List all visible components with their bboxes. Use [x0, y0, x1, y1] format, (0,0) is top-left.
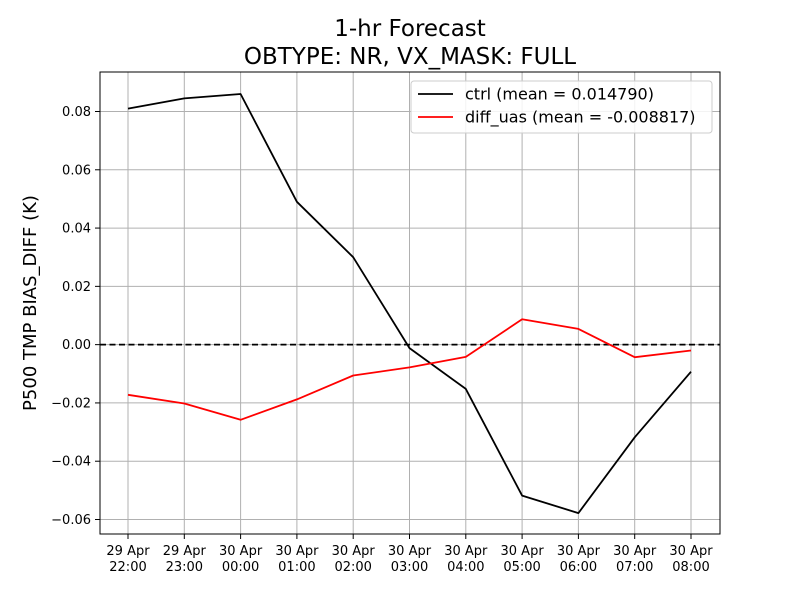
x-tick-label-time: 22:00: [109, 560, 146, 575]
legend: ctrl (mean = 0.014790) diff_uas (mean = -…: [410, 80, 713, 134]
y-tick-label: 0.04: [62, 222, 91, 237]
x-tick-label-time: 04:00: [447, 560, 484, 575]
x-tick-label-date: 30 Apr: [557, 544, 601, 559]
x-tick-label-time: 01:00: [278, 560, 315, 575]
x-tick-label-time: 02:00: [334, 560, 371, 575]
x-tick-label-date: 30 Apr: [501, 544, 545, 559]
x-tick-label-date: 30 Apr: [219, 544, 263, 559]
x-tick-label-date: 30 Apr: [275, 544, 319, 559]
chart-title: 1-hr Forecast: [334, 16, 486, 42]
legend-label: diff_uas (mean = -0.008817): [465, 108, 696, 128]
series-group: [127, 93, 692, 514]
x-tick-label-time: 06:00: [560, 560, 597, 575]
y-tick-label: 0.02: [62, 280, 91, 295]
y-tick-label: −0.04: [51, 455, 91, 470]
x-tick-label-time: 03:00: [391, 560, 428, 575]
y-tick-label: 0.00: [62, 338, 91, 353]
x-tick-label-date: 30 Apr: [613, 544, 657, 559]
x-tick-label-date: 30 Apr: [332, 544, 376, 559]
x-tick-label-time: 05:00: [503, 560, 540, 575]
grid: [100, 72, 720, 534]
chart-subtitle: OBTYPE: NR, VX_MASK: FULL: [244, 44, 576, 70]
x-tick-label-time: 23:00: [166, 560, 203, 575]
y-axis-label: P500 TMP BIAS_DIFF (K): [20, 195, 41, 411]
x-tick-label-date: 29 Apr: [163, 544, 207, 559]
x-tick-label-date: 30 Apr: [669, 544, 713, 559]
x-tick-label-time: 08:00: [672, 560, 709, 575]
y-tick-label: −0.06: [51, 513, 91, 528]
x-tick-label-time: 07:00: [616, 560, 653, 575]
y-tick-label: −0.02: [51, 396, 91, 411]
legend-box: [410, 80, 713, 134]
x-tick-label-date: 30 Apr: [444, 544, 488, 559]
x-tick-label-time: 00:00: [222, 560, 259, 575]
x-tick-label-date: 29 Apr: [106, 544, 150, 559]
series-line-ctrl: [127, 93, 692, 514]
series-line-diff-uas: [127, 318, 692, 421]
legend-label: ctrl (mean = 0.014790): [465, 85, 654, 104]
y-tick-label: 0.06: [62, 163, 91, 178]
y-tick-label: 0.08: [62, 105, 91, 120]
x-tick-label-date: 30 Apr: [388, 544, 432, 559]
